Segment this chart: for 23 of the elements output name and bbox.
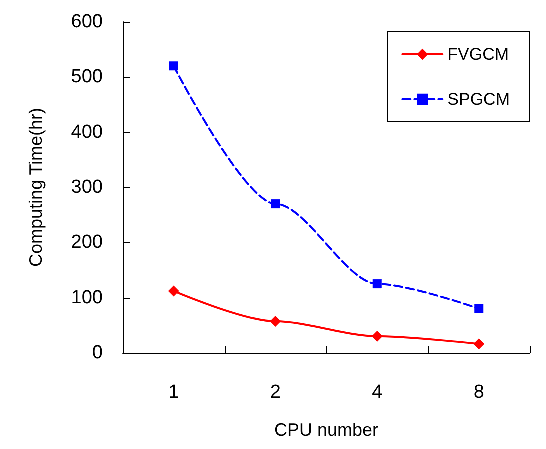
y-tick-label: 600 <box>71 12 103 32</box>
y-tick-label: 200 <box>71 232 103 254</box>
legend-label: SPGCM <box>448 90 510 109</box>
point <box>168 286 180 297</box>
point <box>169 62 178 71</box>
x-tick-label: 2 <box>270 382 281 403</box>
x-tick-label: 1 <box>168 382 180 403</box>
y-tick-label: 300 <box>71 177 103 198</box>
y-axis-title: Computing Time(hr) <box>26 108 46 268</box>
point <box>372 330 383 342</box>
y-tick-label: 100 <box>71 287 103 308</box>
point <box>271 200 280 209</box>
legend-label: FVGCM <box>448 45 510 64</box>
x-tick-label: 8 <box>474 382 484 403</box>
y-tick-label: 400 <box>71 122 103 143</box>
y-tick-label: 500 <box>71 66 103 88</box>
point <box>474 304 484 314</box>
point <box>474 338 485 350</box>
point <box>270 316 282 328</box>
y-tick-label: 0 <box>92 342 103 364</box>
x-tick-label: 4 <box>372 382 384 403</box>
point <box>372 280 382 289</box>
x-axis-title: CPU number <box>274 420 379 440</box>
